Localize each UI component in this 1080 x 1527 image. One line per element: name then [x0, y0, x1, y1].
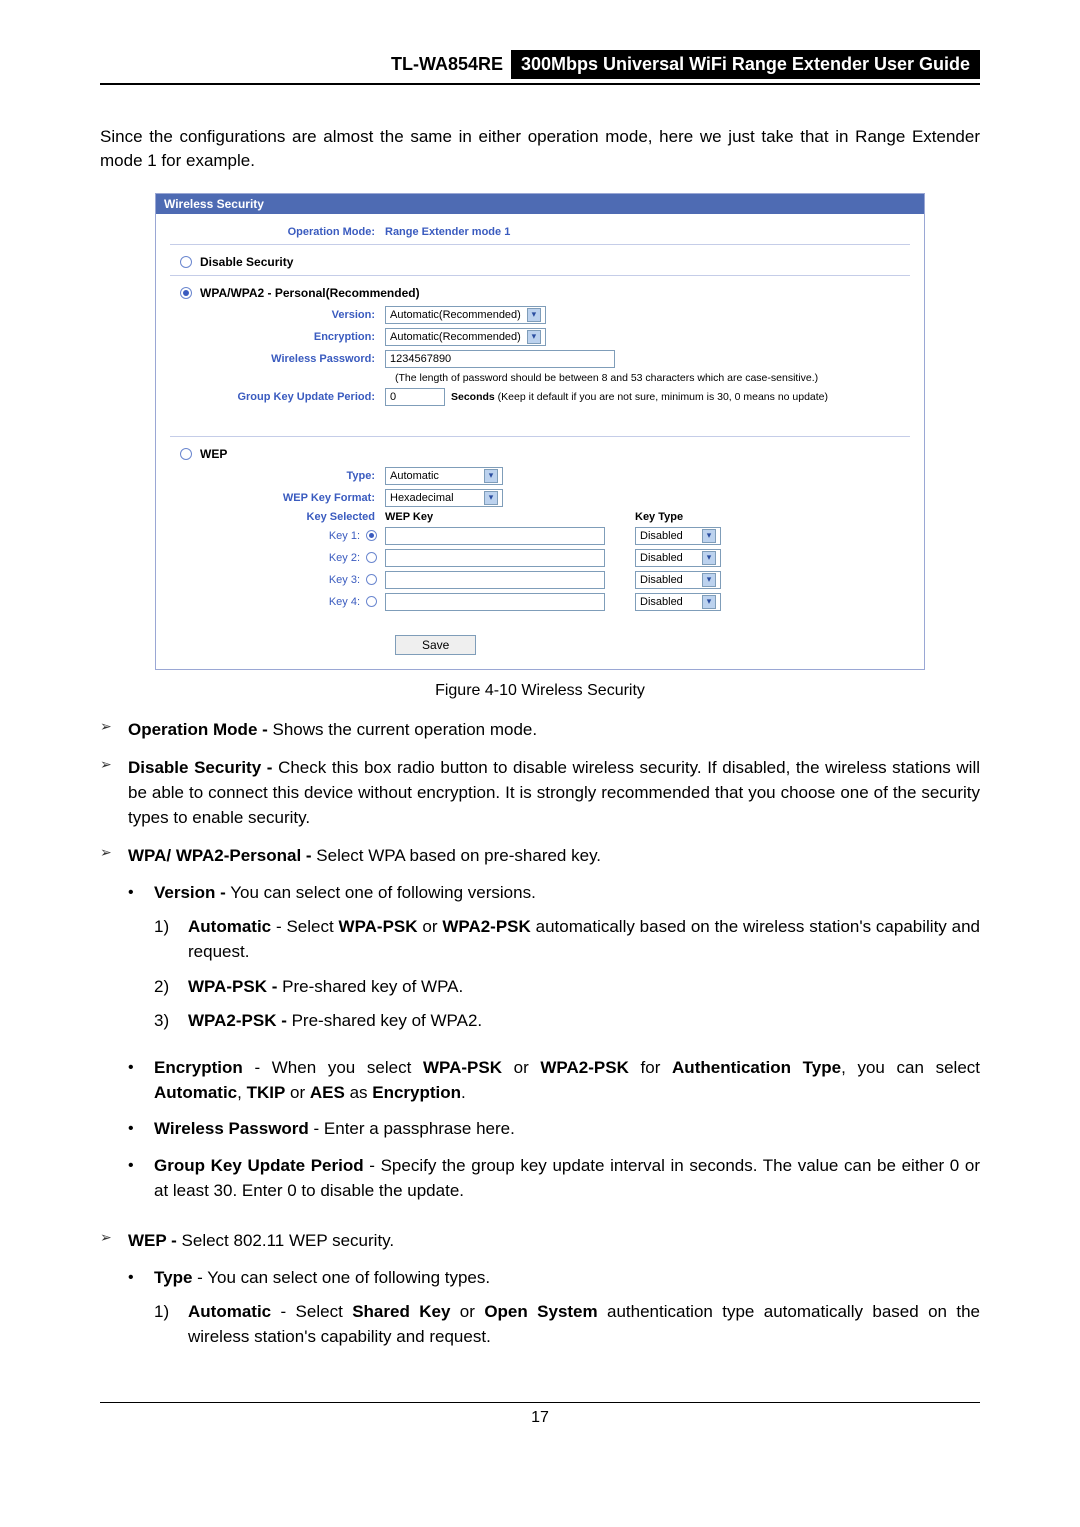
- wep-key-row: Key 2: Disabled▾: [170, 549, 910, 567]
- dot-marker: •: [128, 1056, 154, 1105]
- wkf-label: WEP Key Format:: [170, 492, 385, 504]
- wpass-hint: (The length of password should be betwee…: [395, 372, 910, 384]
- bullet-marker: ➢: [100, 1229, 128, 1372]
- disable-security-label: Disable Security: [200, 255, 293, 269]
- wepkey-head: WEP Key: [385, 511, 635, 523]
- key-radio[interactable]: [366, 574, 377, 585]
- bullet-marker: ➢: [100, 756, 128, 830]
- dot-marker: •: [128, 1154, 154, 1203]
- wep-key-row: Key 3: Disabled▾: [170, 571, 910, 589]
- dot-marker: •: [128, 1117, 154, 1142]
- chevron-down-icon: ▾: [484, 469, 498, 483]
- key-type-select[interactable]: Disabled▾: [635, 527, 721, 545]
- save-button[interactable]: Save: [395, 635, 476, 655]
- wep-key-input[interactable]: [385, 593, 605, 611]
- chevron-down-icon: ▾: [527, 330, 541, 344]
- radio-icon: [180, 256, 192, 268]
- bullet-marker: ➢: [100, 718, 128, 743]
- model-label: TL-WA854RE: [391, 54, 503, 75]
- type-label: Type:: [170, 470, 385, 482]
- opmode-value: Range Extender mode 1: [385, 226, 910, 238]
- wpass-label: Wireless Password:: [170, 353, 385, 365]
- panel-title: Wireless Security: [156, 194, 924, 214]
- chevron-down-icon: ▾: [702, 529, 716, 543]
- intro-text: Since the configurations are almost the …: [100, 125, 980, 173]
- gkup-label: Group Key Update Period:: [170, 391, 385, 403]
- keytype-head: Key Type: [635, 511, 683, 523]
- page-number: 17: [531, 1409, 549, 1426]
- key-type-select[interactable]: Disabled▾: [635, 571, 721, 589]
- wep-key-input[interactable]: [385, 549, 605, 567]
- type-select[interactable]: Automatic ▾: [385, 467, 503, 485]
- dot-marker: •: [128, 1266, 154, 1360]
- encryption-select[interactable]: Automatic(Recommended) ▾: [385, 328, 546, 346]
- wireless-password-input[interactable]: [385, 350, 615, 368]
- wep-key-input[interactable]: [385, 571, 605, 589]
- figure-caption: Figure 4-10 Wireless Security: [100, 682, 980, 700]
- gkup-hint: (Keep it default if you are not sure, mi…: [495, 391, 828, 403]
- chevron-down-icon: ▾: [702, 595, 716, 609]
- gkup-input[interactable]: [385, 388, 445, 406]
- version-label: Version:: [170, 309, 385, 321]
- dot-marker: •: [128, 881, 154, 1044]
- chevron-down-icon: ▾: [484, 491, 498, 505]
- key-radio[interactable]: [366, 530, 377, 541]
- key-radio[interactable]: [366, 596, 377, 607]
- wep-label: WEP: [200, 447, 227, 461]
- wpa-label: WPA/WPA2 - Personal(Recommended): [200, 286, 420, 300]
- version-select[interactable]: Automatic(Recommended) ▾: [385, 306, 546, 324]
- wep-key-row: Key 4: Disabled▾: [170, 593, 910, 611]
- disable-security-radio[interactable]: Disable Security: [180, 255, 910, 269]
- description-list: ➢ Operation Mode - Shows the current ope…: [100, 718, 980, 1372]
- wep-key-row: Key 1: Disabled▾: [170, 527, 910, 545]
- chevron-down-icon: ▾: [702, 573, 716, 587]
- gkup-seconds: Seconds: [451, 391, 495, 403]
- keysel-head: Key Selected: [170, 511, 385, 523]
- wep-radio[interactable]: WEP: [180, 447, 910, 461]
- bullet-marker: ➢: [100, 844, 128, 1215]
- wpa-radio[interactable]: WPA/WPA2 - Personal(Recommended): [180, 286, 910, 300]
- key-radio[interactable]: [366, 552, 377, 563]
- key-type-select[interactable]: Disabled▾: [635, 549, 721, 567]
- radio-icon: [180, 287, 192, 299]
- chevron-down-icon: ▾: [702, 551, 716, 565]
- wireless-security-panel: Wireless Security Operation Mode: Range …: [155, 193, 925, 670]
- wkf-select[interactable]: Hexadecimal ▾: [385, 489, 503, 507]
- doc-title: 300Mbps Universal WiFi Range Extender Us…: [511, 50, 980, 79]
- wep-key-input[interactable]: [385, 527, 605, 545]
- doc-header: TL-WA854RE 300Mbps Universal WiFi Range …: [100, 50, 980, 85]
- encryption-label: Encryption:: [170, 331, 385, 343]
- page-footer: 17: [100, 1402, 980, 1427]
- radio-icon: [180, 448, 192, 460]
- key-type-select[interactable]: Disabled▾: [635, 593, 721, 611]
- chevron-down-icon: ▾: [527, 308, 541, 322]
- opmode-label: Operation Mode:: [170, 226, 385, 238]
